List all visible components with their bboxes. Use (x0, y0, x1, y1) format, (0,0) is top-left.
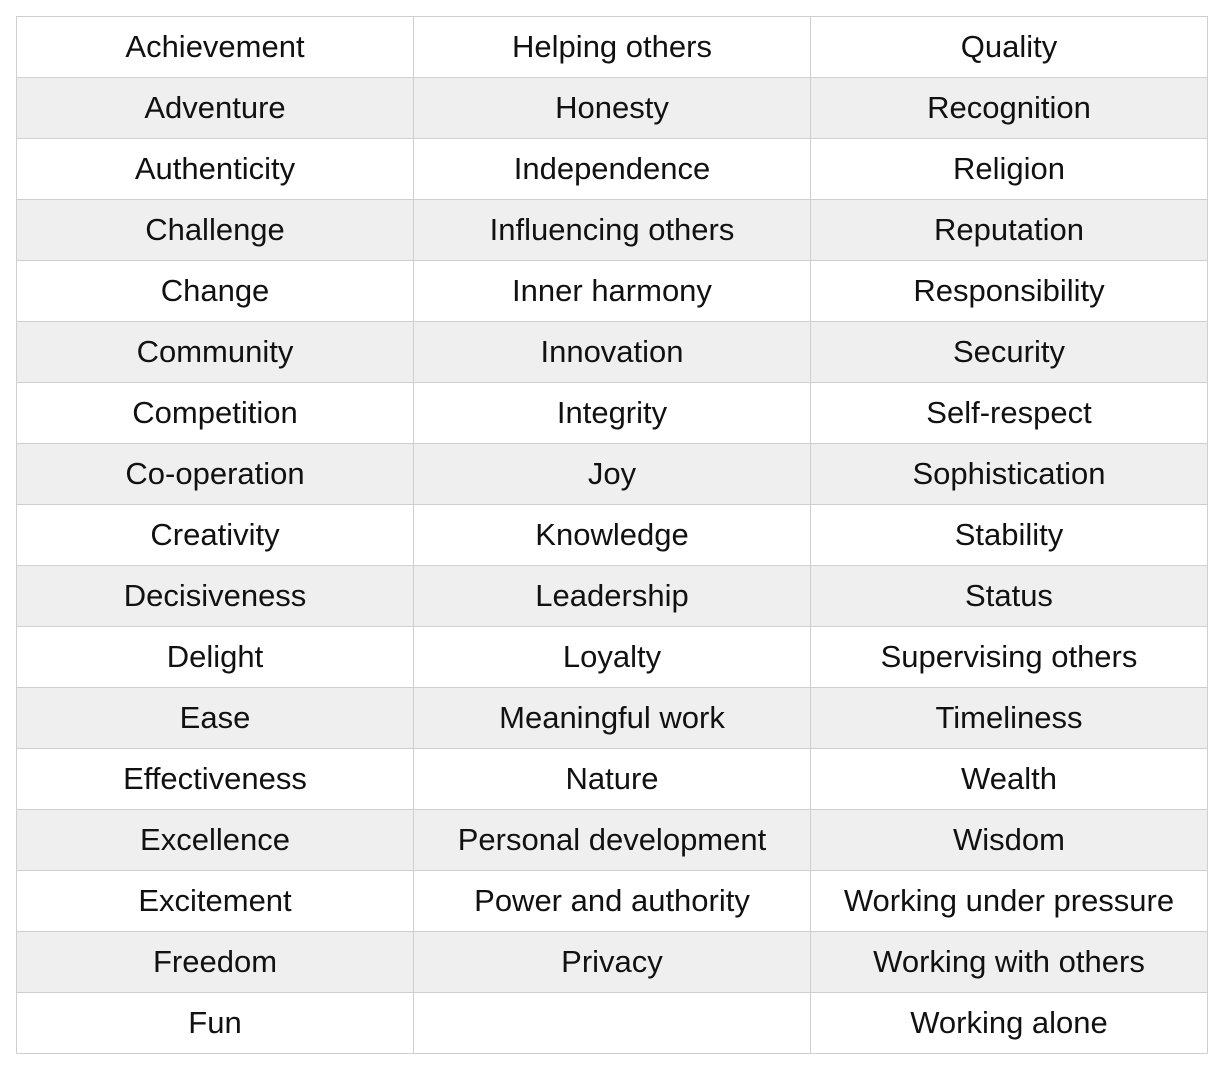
table-cell: Supervising others (810, 626, 1208, 688)
table-cell: Recognition (810, 77, 1208, 139)
table-row: Decisiveness Leadership Status (16, 565, 1208, 627)
table-cell: Ease (16, 687, 414, 749)
table-cell: Joy (413, 443, 811, 505)
table-row: Excitement Power and authority Working u… (16, 870, 1208, 932)
table-cell-empty (413, 992, 811, 1054)
table-cell: Challenge (16, 199, 414, 261)
table-cell: Excitement (16, 870, 414, 932)
table-row: Creativity Knowledge Stability (16, 504, 1208, 566)
table-cell: Independence (413, 138, 811, 200)
table-cell: Decisiveness (16, 565, 414, 627)
table-cell: Quality (810, 16, 1208, 78)
table-cell: Meaningful work (413, 687, 811, 749)
table-cell: Change (16, 260, 414, 322)
table-cell: Excellence (16, 809, 414, 871)
table-row: Delight Loyalty Supervising others (16, 626, 1208, 688)
table-cell: Personal development (413, 809, 811, 871)
table-cell: Innovation (413, 321, 811, 383)
table-cell: Responsibility (810, 260, 1208, 322)
table-cell: Power and authority (413, 870, 811, 932)
table-row: Community Innovation Security (16, 321, 1208, 383)
table-row: Fun Working alone (16, 992, 1208, 1054)
table-cell: Co-operation (16, 443, 414, 505)
table-cell: Influencing others (413, 199, 811, 261)
table-cell: Privacy (413, 931, 811, 993)
table-cell: Integrity (413, 382, 811, 444)
table-cell: Inner harmony (413, 260, 811, 322)
table-row: Competition Integrity Self-respect (16, 382, 1208, 444)
table-cell: Reputation (810, 199, 1208, 261)
table-cell: Achievement (16, 16, 414, 78)
table-row: Freedom Privacy Working with others (16, 931, 1208, 993)
table-cell: Nature (413, 748, 811, 810)
table-cell: Community (16, 321, 414, 383)
values-table: Achievement Helping others Quality Adven… (16, 16, 1208, 1054)
table-cell: Delight (16, 626, 414, 688)
table-cell: Religion (810, 138, 1208, 200)
table-cell: Creativity (16, 504, 414, 566)
table-cell: Competition (16, 382, 414, 444)
table-cell: Knowledge (413, 504, 811, 566)
table-cell: Authenticity (16, 138, 414, 200)
table-cell: Wisdom (810, 809, 1208, 871)
table-cell: Stability (810, 504, 1208, 566)
table-cell: Helping others (413, 16, 811, 78)
table-row: Co-operation Joy Sophistication (16, 443, 1208, 505)
table-cell: Working with others (810, 931, 1208, 993)
table-row: Effectiveness Nature Wealth (16, 748, 1208, 810)
table-cell: Self-respect (810, 382, 1208, 444)
table-cell: Loyalty (413, 626, 811, 688)
table-cell: Effectiveness (16, 748, 414, 810)
table-cell: Security (810, 321, 1208, 383)
table-cell: Status (810, 565, 1208, 627)
table-row: Ease Meaningful work Timeliness (16, 687, 1208, 749)
table-cell: Fun (16, 992, 414, 1054)
table-row: Achievement Helping others Quality (16, 16, 1208, 78)
table-cell: Working alone (810, 992, 1208, 1054)
table-row: Authenticity Independence Religion (16, 138, 1208, 200)
table-cell: Sophistication (810, 443, 1208, 505)
table-row: Challenge Influencing others Reputation (16, 199, 1208, 261)
table-cell: Wealth (810, 748, 1208, 810)
table-cell: Adventure (16, 77, 414, 139)
table-row: Excellence Personal development Wisdom (16, 809, 1208, 871)
values-table-body: Achievement Helping others Quality Adven… (16, 16, 1208, 1054)
table-row: Change Inner harmony Responsibility (16, 260, 1208, 322)
table-cell: Leadership (413, 565, 811, 627)
table-cell: Timeliness (810, 687, 1208, 749)
table-row: Adventure Honesty Recognition (16, 77, 1208, 139)
table-cell: Freedom (16, 931, 414, 993)
table-cell: Honesty (413, 77, 811, 139)
table-cell: Working under pressure (810, 870, 1208, 932)
